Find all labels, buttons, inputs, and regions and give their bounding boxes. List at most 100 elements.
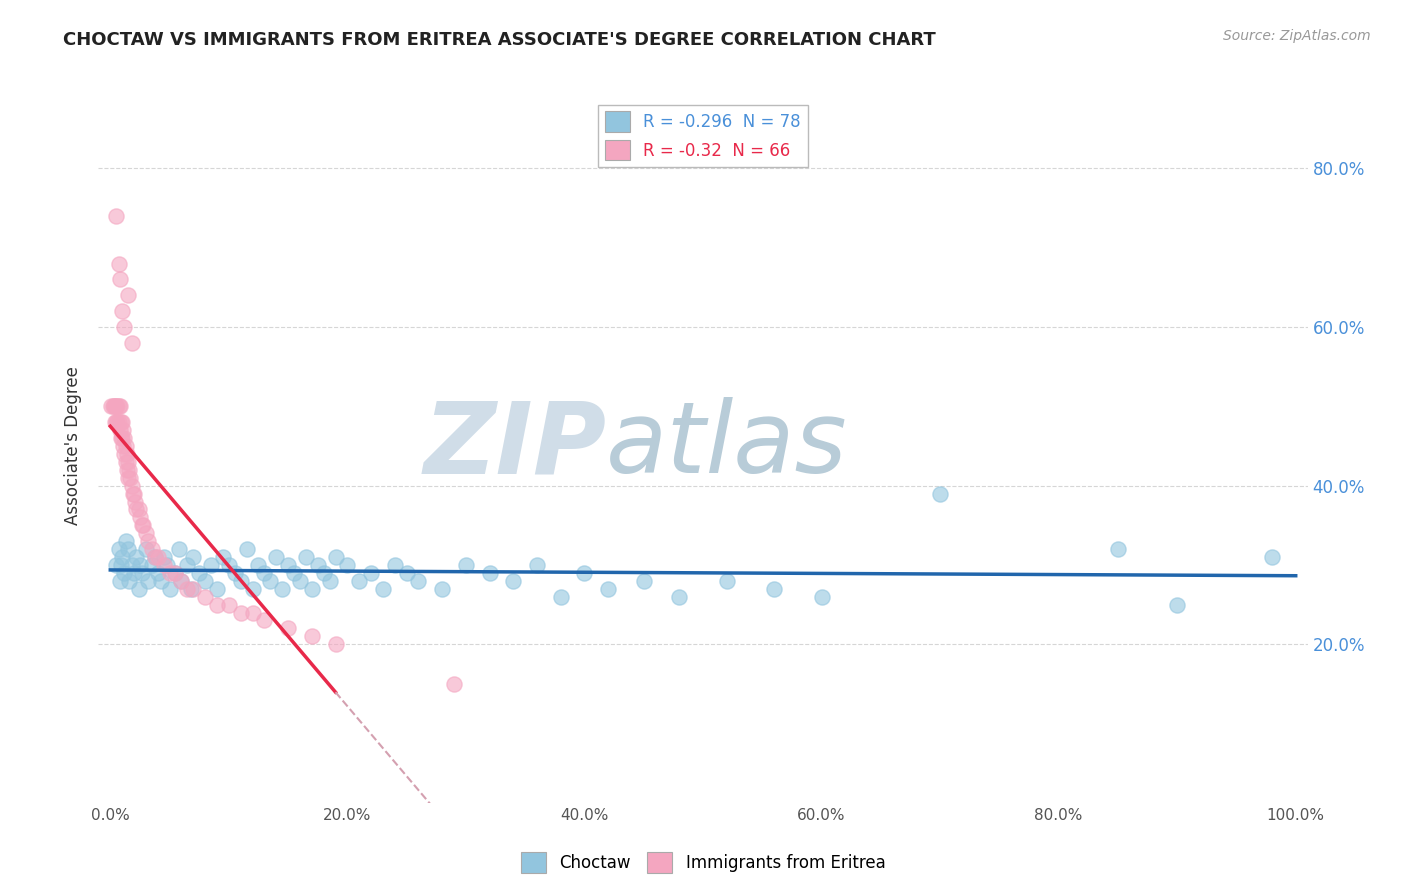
Point xyxy=(1166,598,1188,612)
Point xyxy=(135,526,157,541)
Point xyxy=(312,566,335,580)
Point xyxy=(100,400,122,414)
Point xyxy=(111,304,134,318)
Point xyxy=(131,566,153,580)
Point xyxy=(194,590,217,604)
Point xyxy=(218,558,240,572)
Point xyxy=(117,288,139,302)
Point xyxy=(125,549,148,564)
Point xyxy=(194,574,217,588)
Point xyxy=(128,582,150,596)
Point xyxy=(156,558,179,572)
Point xyxy=(253,614,276,628)
Point xyxy=(143,549,166,564)
Point xyxy=(763,582,786,596)
Point xyxy=(325,637,347,651)
Point xyxy=(117,455,139,469)
Point xyxy=(135,542,157,557)
Point xyxy=(121,335,143,350)
Point xyxy=(212,549,235,564)
Point xyxy=(114,447,136,461)
Point xyxy=(105,415,128,429)
Point xyxy=(111,415,134,429)
Point xyxy=(360,566,382,580)
Point xyxy=(129,510,152,524)
Point xyxy=(384,558,406,572)
Point xyxy=(235,542,257,557)
Point xyxy=(598,582,620,596)
Point xyxy=(318,574,340,588)
Point xyxy=(247,558,270,572)
Point xyxy=(633,574,655,588)
Point xyxy=(114,439,136,453)
Point xyxy=(128,502,150,516)
Point xyxy=(118,463,141,477)
Point xyxy=(716,574,738,588)
Point xyxy=(114,566,136,580)
Point xyxy=(443,677,465,691)
Point xyxy=(526,558,548,572)
Point xyxy=(111,549,134,564)
Point xyxy=(107,257,129,271)
Point xyxy=(107,415,129,429)
Point xyxy=(150,574,173,588)
Text: Source: ZipAtlas.com: Source: ZipAtlas.com xyxy=(1223,29,1371,43)
Point xyxy=(1107,542,1129,557)
Point xyxy=(336,558,359,572)
Point xyxy=(165,566,187,580)
Point xyxy=(550,590,572,604)
Point xyxy=(283,566,305,580)
Legend: R = -0.296  N = 78, R = -0.32  N = 66: R = -0.296 N = 78, R = -0.32 N = 66 xyxy=(599,104,807,167)
Point xyxy=(121,486,143,500)
Point xyxy=(288,574,311,588)
Point xyxy=(118,574,141,588)
Point xyxy=(1261,549,1284,564)
Point xyxy=(129,558,152,572)
Point xyxy=(229,606,252,620)
Text: CHOCTAW VS IMMIGRANTS FROM ERITREA ASSOCIATE'S DEGREE CORRELATION CHART: CHOCTAW VS IMMIGRANTS FROM ERITREA ASSOC… xyxy=(63,31,936,49)
Point xyxy=(371,582,394,596)
Point xyxy=(115,463,138,477)
Point xyxy=(574,566,596,580)
Text: atlas: atlas xyxy=(606,398,848,494)
Point xyxy=(141,542,163,557)
Point xyxy=(121,478,143,492)
Point xyxy=(108,574,131,588)
Point xyxy=(146,549,169,564)
Point xyxy=(180,582,202,596)
Point xyxy=(132,518,155,533)
Point xyxy=(120,471,142,485)
Point xyxy=(167,542,190,557)
Point xyxy=(103,400,125,414)
Point xyxy=(325,549,347,564)
Point xyxy=(105,558,128,572)
Point xyxy=(259,574,281,588)
Point xyxy=(143,549,166,564)
Legend: Choctaw, Immigrants from Eritrea: Choctaw, Immigrants from Eritrea xyxy=(515,846,891,880)
Point xyxy=(104,400,127,414)
Point xyxy=(307,558,329,572)
Point xyxy=(117,542,139,557)
Text: ZIP: ZIP xyxy=(423,398,606,494)
Point xyxy=(105,415,128,429)
Y-axis label: Associate's Degree: Associate's Degree xyxy=(65,367,83,525)
Point xyxy=(131,518,153,533)
Point xyxy=(253,566,276,580)
Point xyxy=(115,447,138,461)
Point xyxy=(105,209,128,223)
Point xyxy=(478,566,501,580)
Point xyxy=(176,558,198,572)
Point xyxy=(395,566,418,580)
Point xyxy=(502,574,524,588)
Point xyxy=(929,486,952,500)
Point xyxy=(146,566,169,580)
Point xyxy=(181,549,204,564)
Point xyxy=(347,574,370,588)
Point xyxy=(181,582,204,596)
Point xyxy=(301,582,323,596)
Point xyxy=(176,582,198,596)
Point xyxy=(141,558,163,572)
Point xyxy=(159,582,181,596)
Point xyxy=(810,590,832,604)
Point xyxy=(107,400,129,414)
